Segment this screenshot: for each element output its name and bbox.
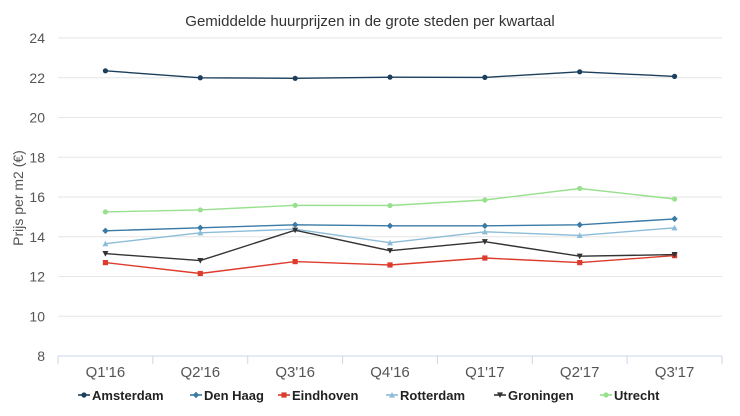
data-point xyxy=(481,228,488,235)
legend-label: Eindhoven xyxy=(292,388,359,403)
legend-label: Groningen xyxy=(508,388,574,403)
legend-marker xyxy=(603,392,609,398)
x-tick-label: Q3'16 xyxy=(275,364,315,381)
data-point xyxy=(482,255,488,261)
data-point xyxy=(197,258,204,264)
data-point xyxy=(197,224,204,232)
data-point xyxy=(102,251,109,257)
data-point xyxy=(577,259,583,266)
data-point xyxy=(102,227,109,234)
legend-item-utrecht[interactable]: Utrecht xyxy=(600,388,660,403)
series-utrecht xyxy=(102,185,678,215)
legend-marker xyxy=(192,391,200,399)
data-point xyxy=(292,202,298,208)
x-tick-label: Q1'17 xyxy=(465,364,505,381)
data-point xyxy=(576,253,583,260)
series-groningen xyxy=(102,227,678,264)
y-tick-label: 20 xyxy=(29,110,45,126)
legend-label: Amsterdam xyxy=(92,388,164,403)
legend-marker xyxy=(281,392,287,398)
y-axis-label: Prijs per m2 (€) xyxy=(10,150,26,246)
legend-label: Utrecht xyxy=(614,388,660,403)
data-point xyxy=(671,252,678,258)
data-point xyxy=(482,197,488,203)
y-tick-label: 14 xyxy=(29,229,45,245)
legend-marker xyxy=(81,392,87,398)
data-point xyxy=(671,196,678,202)
x-tick-label: Q2'16 xyxy=(181,364,221,381)
data-point xyxy=(291,221,299,229)
legend-marker xyxy=(497,392,503,398)
y-tick-label: 18 xyxy=(29,149,45,165)
data-point xyxy=(292,258,298,265)
data-point xyxy=(387,248,393,254)
data-point xyxy=(197,75,203,81)
y-tick-label: 8 xyxy=(37,348,45,364)
grid-lines xyxy=(58,37,722,357)
series-den-haag xyxy=(102,215,678,234)
data-point xyxy=(482,74,488,80)
data-point xyxy=(102,240,109,247)
x-tick-label: Q3'17 xyxy=(655,364,695,381)
x-tick-label: Q1'16 xyxy=(86,364,126,381)
y-tick-label: 24 xyxy=(29,30,45,46)
data-point xyxy=(671,215,678,223)
data-point xyxy=(102,259,109,266)
y-tick-label: 22 xyxy=(29,70,45,86)
data-point xyxy=(197,207,203,213)
x-tick-label: Q4'16 xyxy=(370,364,410,381)
series-line-utrecht xyxy=(105,187,675,213)
data-point xyxy=(387,74,393,80)
data-point xyxy=(197,229,204,236)
chart-title: Gemiddelde huurprijzen in de grote stede… xyxy=(185,13,554,30)
data-point xyxy=(387,262,393,268)
data-point xyxy=(387,239,393,246)
y-tick-label: 10 xyxy=(29,308,45,324)
series-layer xyxy=(102,68,678,277)
data-point xyxy=(481,222,489,230)
legend-item-groningen[interactable]: Groningen xyxy=(494,388,574,403)
data-point xyxy=(576,232,583,238)
data-point xyxy=(102,209,109,215)
data-point xyxy=(292,227,299,234)
legend-label: Rotterdam xyxy=(400,388,465,403)
legend-label: Den Haag xyxy=(204,388,264,403)
legend-marker xyxy=(389,392,395,398)
legend-item-amsterdam[interactable]: Amsterdam xyxy=(78,388,164,403)
y-axis-ticks: 8 10 12 14 16 18 20 22 24 xyxy=(29,30,45,364)
legend-item-den-haag[interactable]: Den Haag xyxy=(190,388,264,403)
legend-item-eindhoven[interactable]: Eindhoven xyxy=(278,388,359,403)
series-amsterdam xyxy=(102,68,678,81)
x-axis-ticks: Q1'16 Q2'16 Q3'16 Q4'16 Q1'17 Q2'17 Q3'17 xyxy=(57,356,723,381)
data-point xyxy=(481,239,488,245)
data-point xyxy=(292,75,298,81)
data-point xyxy=(577,185,583,192)
data-point xyxy=(102,68,109,74)
data-point xyxy=(671,73,678,79)
data-point xyxy=(577,69,583,75)
legend: Amsterdam Den Haag Eindhoven Rotterdam Groni… xyxy=(78,388,660,403)
data-point xyxy=(387,202,393,209)
data-point xyxy=(386,222,394,230)
data-point xyxy=(671,224,678,231)
data-point xyxy=(197,270,203,277)
y-tick-label: 12 xyxy=(29,269,45,285)
legend-item-rotterdam[interactable]: Rotterdam xyxy=(386,388,465,403)
data-point xyxy=(576,221,583,229)
x-tick-label: Q2'17 xyxy=(560,364,600,381)
y-tick-label: 16 xyxy=(29,189,45,205)
